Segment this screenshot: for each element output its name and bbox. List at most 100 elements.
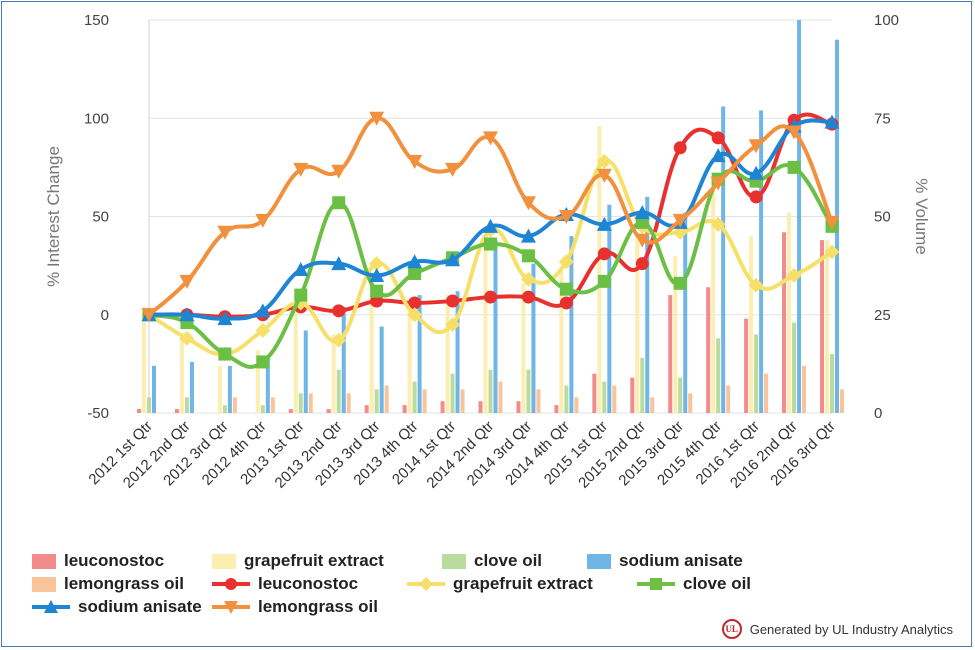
legend-line-lemongrass-oil: lemongrass oil [212,597,378,617]
bar [673,255,678,413]
y2-axis-title: % Volume [912,178,931,255]
bar [764,373,769,413]
bar [346,393,351,413]
bar [554,405,559,413]
bar [331,334,336,413]
line-point [369,256,385,272]
line-point [710,148,726,163]
bar [189,361,194,413]
line-point [294,288,308,302]
bar [374,389,379,413]
bar [260,405,265,413]
line-point [635,257,649,271]
bar [147,397,151,413]
y-tick-label: 150 [84,12,109,29]
bar [407,302,412,413]
bar [792,322,797,413]
legend-line-icon [407,577,445,591]
bar [222,405,227,413]
line-point [179,274,195,289]
legend-swatch [212,553,236,569]
legend-swatch [32,553,56,569]
line-point [484,237,497,251]
line-point [596,168,612,183]
bar [326,409,331,413]
legend-line-clove-oil: clove oil [637,574,751,594]
line-point [634,233,650,248]
legend-line-icon [32,600,70,613]
line-point [141,308,157,323]
line-point [331,332,347,348]
bar [460,389,465,413]
bar [308,393,313,413]
footer-text: Generated by UL Industry Analytics [749,621,953,637]
line-point [407,254,423,269]
legend-swatch [442,553,466,569]
bar [716,338,721,413]
bar [488,369,493,413]
bar [498,381,503,413]
legend-bar-grapefruit-extract: grapefruit extract [212,551,384,571]
line-point [824,114,840,129]
line-point [824,215,840,230]
line-point [597,247,611,261]
bar [683,212,688,413]
bar [840,389,844,413]
line-point [520,196,536,211]
bar [455,291,460,413]
bar [536,389,541,413]
line-point [559,296,573,310]
line-point [255,213,271,228]
line-point [558,254,574,270]
line-point [332,304,346,318]
y-axis-title: % Interest Change [44,146,63,287]
bar [369,275,374,413]
footer: UL Generated by UL Industry Analytics [721,619,953,639]
line-point [407,154,423,169]
bar [706,287,711,413]
bar [640,357,645,413]
line-point [521,290,535,304]
line-point [748,277,764,293]
bar [726,385,731,413]
bar [265,357,270,413]
bar [668,295,673,413]
bar [635,236,640,413]
series-line [148,163,834,369]
legend-line-icon [212,578,250,590]
bar [217,365,222,413]
y2-tick-label: 100 [874,12,899,29]
bar [483,236,488,413]
line-point [331,164,347,179]
line-point [255,303,271,318]
line-point [559,282,573,296]
y-tick-label: 0 [101,307,109,324]
bar [650,397,655,413]
line-point [824,244,840,260]
legend-line-grapefruit-extract: grapefruit extract [407,574,593,594]
bar [602,381,607,413]
bar [744,318,749,413]
legend-label: lemongrass oil [64,574,184,593]
line-point [521,249,535,263]
line-point [748,139,764,154]
legend: leuconostoc grapefruit extract clove oil… [32,547,792,625]
line-point [445,252,461,267]
line-point [748,165,764,180]
bar [802,365,807,413]
bar [303,330,308,413]
legend-label: sodium anisate [78,597,202,616]
bar [364,405,369,413]
line-point [332,196,346,210]
line-point [558,210,574,224]
bar [564,385,569,413]
bar [830,354,834,413]
line-point [217,225,233,240]
legend-label: sodium anisate [619,551,743,570]
bar [450,373,455,413]
bar [417,295,422,413]
y2-tick-label: 50 [874,209,891,226]
line-point [711,131,725,145]
bar [688,393,693,413]
line-point [597,274,611,288]
